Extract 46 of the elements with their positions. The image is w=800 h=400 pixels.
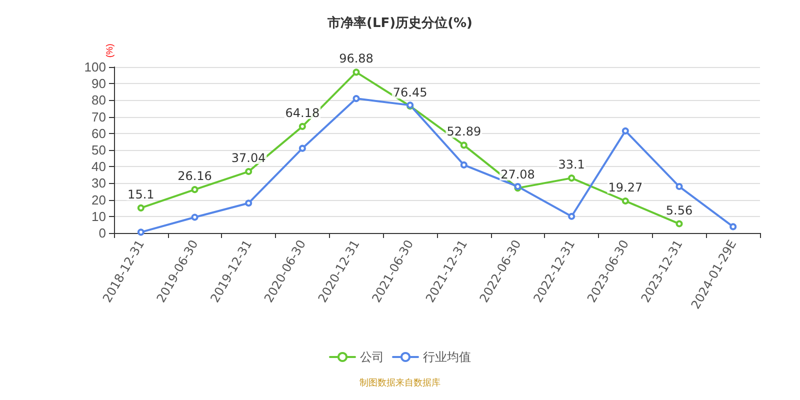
point — [460, 142, 468, 149]
text: 制图数据来自数据库 — [360, 378, 440, 388]
point — [298, 144, 306, 152]
y-tick-label: 40 — [92, 159, 106, 174]
data-label: 33.1 — [558, 158, 585, 172]
y-tick-label: 10 — [92, 208, 106, 224]
y-tick-label: 20 — [92, 192, 106, 208]
y-tick-label: 70 — [92, 109, 106, 124]
data-label: 19.27 — [608, 180, 643, 195]
y-tick-label: 30 — [92, 176, 106, 191]
chart-title: 市净率(LF)历史分位(%) — [326, 15, 472, 31]
y-tick-label: 90 — [92, 76, 106, 92]
data-label: 26.16 — [178, 169, 212, 184]
data-label: 37.04 — [231, 151, 266, 166]
point — [191, 214, 198, 221]
point — [245, 168, 252, 176]
point — [137, 228, 144, 236]
data-label: 5.56 — [666, 203, 693, 218]
y-tick-label: 100 — [84, 60, 106, 74]
data-label: 96.88 — [339, 52, 374, 66]
legend-label: 行业均值 — [423, 350, 471, 364]
point — [568, 212, 576, 220]
legend-label: 公司 — [360, 350, 384, 364]
y-tick-label: 50 — [92, 142, 106, 158]
data-label: 76.45 — [392, 86, 428, 100]
point — [460, 161, 468, 168]
data-label: 52.89 — [446, 124, 482, 139]
point — [622, 127, 629, 134]
point — [730, 223, 737, 230]
data-label: 64.18 — [285, 106, 320, 120]
point — [137, 204, 144, 212]
y-tick-label: 0 — [98, 226, 106, 240]
point — [245, 200, 252, 207]
data-label: 27.08 — [500, 168, 535, 182]
point — [676, 183, 683, 190]
point — [298, 122, 306, 130]
point — [352, 68, 360, 76]
point — [622, 198, 629, 205]
y-tick-label: 80 — [92, 92, 106, 108]
data-label: 15.1 — [128, 187, 154, 202]
point — [191, 186, 198, 194]
y-tick-label: 60 — [92, 126, 106, 141]
y-axis-title: (%) — [104, 44, 114, 58]
point — [352, 95, 360, 102]
point — [676, 220, 683, 228]
point — [568, 174, 576, 182]
